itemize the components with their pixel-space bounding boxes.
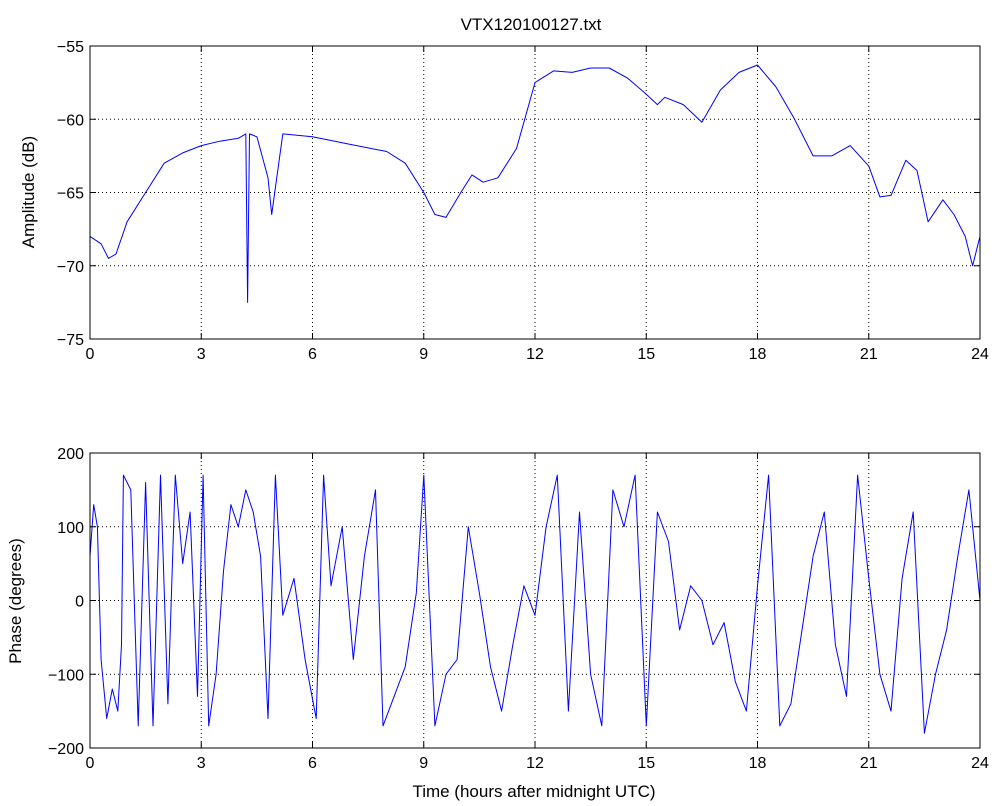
- phase-x-tick-label: 24: [971, 755, 989, 772]
- amplitude-x-tick-label: 21: [860, 346, 878, 363]
- phase-y-tick-label: −100: [48, 667, 84, 684]
- phase-x-tick-label: 3: [197, 755, 206, 772]
- amplitude-y-tick-label: −75: [57, 332, 84, 349]
- amplitude-x-tick-label: 3: [197, 346, 206, 363]
- amplitude-y-tick-label: −65: [57, 186, 84, 203]
- phase-x-tick-label: 0: [86, 755, 95, 772]
- phase-x-tick-label: 18: [749, 755, 767, 772]
- phase-y-tick-label: 100: [57, 520, 84, 537]
- phase-x-tick-label: 6: [308, 755, 317, 772]
- phase-xlabel: Time (hours after midnight UTC): [412, 782, 655, 801]
- phase-y-tick-label: 0: [75, 594, 84, 611]
- amplitude-x-tick-label: 12: [526, 346, 544, 363]
- chart-title: VTX120100127.txt: [461, 15, 602, 34]
- amplitude-x-tick-label: 15: [637, 346, 655, 363]
- phase-x-tick-label: 9: [419, 755, 428, 772]
- phase-x-tick-label: 15: [637, 755, 655, 772]
- phase-axes: Phase (degrees) Time (hours after midnig…: [6, 446, 989, 801]
- amplitude-x-tick-label: 0: [86, 346, 95, 363]
- amplitude-y-tick-label: −55: [57, 39, 84, 56]
- amplitude-y-tick-label: −70: [57, 259, 84, 276]
- phase-ylabel: Phase (degrees): [6, 538, 25, 664]
- phase-x-tick-label: 12: [526, 755, 544, 772]
- phase-series-line: [89, 474, 981, 734]
- phase-y-tick-label: 200: [57, 446, 84, 463]
- amplitude-y-tick-label: −60: [57, 112, 84, 129]
- amplitude-series-line: [89, 64, 981, 303]
- phase-y-tick-label: −200: [48, 741, 84, 758]
- amplitude-x-tick-label: 6: [308, 346, 317, 363]
- phase-x-tick-label: 21: [860, 755, 878, 772]
- amplitude-x-tick-label: 24: [971, 346, 989, 363]
- amplitude-x-tick-label: 18: [749, 346, 767, 363]
- amplitude-axes: VTX120100127.txt Amplitude (dB) 0 3 6 9 12 15…: [19, 15, 989, 363]
- amplitude-ylabel: Amplitude (dB): [19, 136, 38, 248]
- amplitude-x-tick-label: 9: [419, 346, 428, 363]
